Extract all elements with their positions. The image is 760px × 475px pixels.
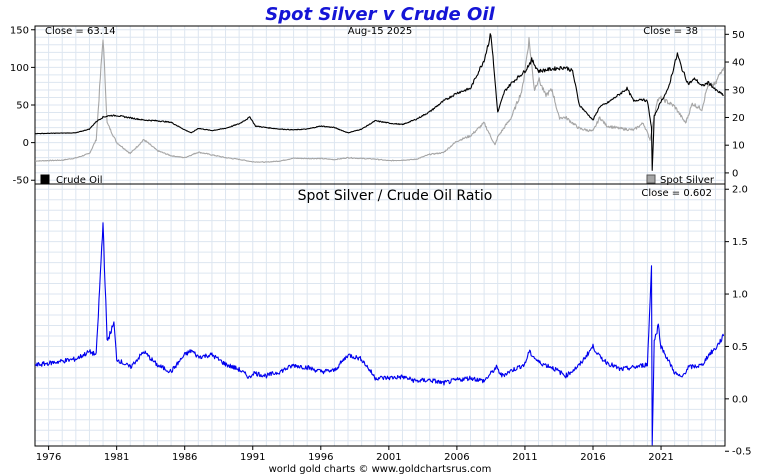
spot-silver-legend-label: Spot Silver bbox=[660, 175, 715, 186]
bottom-right-tick-label: -0.5 bbox=[732, 447, 752, 458]
bottom-grid bbox=[34, 184, 725, 446]
top-left-tick-label: 150 bbox=[10, 25, 29, 36]
x-tick-label: 2001 bbox=[376, 452, 401, 463]
crude-close-label: Close = 63.14 bbox=[45, 26, 116, 37]
top-grid bbox=[34, 26, 725, 184]
bottom-right-tick-label: 1.0 bbox=[732, 290, 748, 301]
crude-oil-legend-label: Crude Oil bbox=[56, 175, 103, 186]
top-right-tick-label: 0 bbox=[732, 168, 738, 179]
date-label: Aug-15 2025 bbox=[348, 26, 413, 37]
bottom-right-tick-label: 2.0 bbox=[732, 185, 748, 196]
bottom-right-tick-label: 1.5 bbox=[732, 237, 748, 248]
x-tick-label: 1986 bbox=[172, 452, 197, 463]
source-label: world gold charts © www.goldchartsrus.co… bbox=[269, 464, 492, 475]
bottom-series bbox=[35, 222, 725, 446]
x-tick-label: 2011 bbox=[512, 452, 537, 463]
top-left-tick-label: 0 bbox=[23, 138, 29, 149]
top-right-tick-label: 10 bbox=[732, 141, 745, 152]
ratio-title: Spot Silver / Crude Oil Ratio bbox=[298, 188, 493, 204]
top-right-tick-label: 50 bbox=[732, 30, 745, 41]
x-tick-label: 2021 bbox=[648, 452, 673, 463]
silver-close-label: Close = 38 bbox=[643, 26, 698, 37]
bottom-right-tick-label: 0.0 bbox=[732, 394, 748, 405]
x-tick-label: 2016 bbox=[580, 452, 605, 463]
x-tick-label: 1996 bbox=[308, 452, 333, 463]
chart-title: Spot Silver v Crude Oil bbox=[265, 4, 495, 25]
x-tick-label: 1981 bbox=[104, 452, 129, 463]
crude-oil-legend-swatch bbox=[40, 174, 50, 184]
top-right-tick-label: 40 bbox=[732, 58, 745, 69]
top-right-axis: 0 10 20 30 40 50 bbox=[725, 30, 745, 179]
x-tick-label: 1976 bbox=[36, 452, 61, 463]
crude-oil-line bbox=[34, 33, 724, 171]
top-left-tick-label: 100 bbox=[10, 63, 29, 74]
top-right-tick-label: 30 bbox=[732, 85, 745, 96]
top-left-axis: -50 0 50 100 150 bbox=[10, 25, 35, 187]
spot-silver-legend-swatch bbox=[646, 174, 656, 184]
ratio-line bbox=[35, 222, 725, 446]
ratio-close-label: Close = 0.602 bbox=[641, 188, 712, 199]
bottom-panel-frame bbox=[34, 183, 726, 447]
x-tick-label: 2006 bbox=[444, 452, 469, 463]
x-axis: 1976 1981 1986 1991 1996 2001 2006 2011 2016 2021 bbox=[36, 446, 674, 463]
spot-silver-line bbox=[34, 37, 725, 163]
top-series bbox=[34, 33, 725, 171]
bottom-right-tick-label: 0.5 bbox=[732, 342, 748, 353]
top-left-tick-label: 50 bbox=[16, 101, 29, 112]
top-right-tick-label: 20 bbox=[732, 113, 745, 124]
bottom-right-axis: -0.5 0.0 0.5 1.0 1.5 2.0 bbox=[725, 185, 752, 458]
top-left-tick-label: -50 bbox=[13, 176, 29, 187]
x-tick-label: 1991 bbox=[240, 452, 265, 463]
